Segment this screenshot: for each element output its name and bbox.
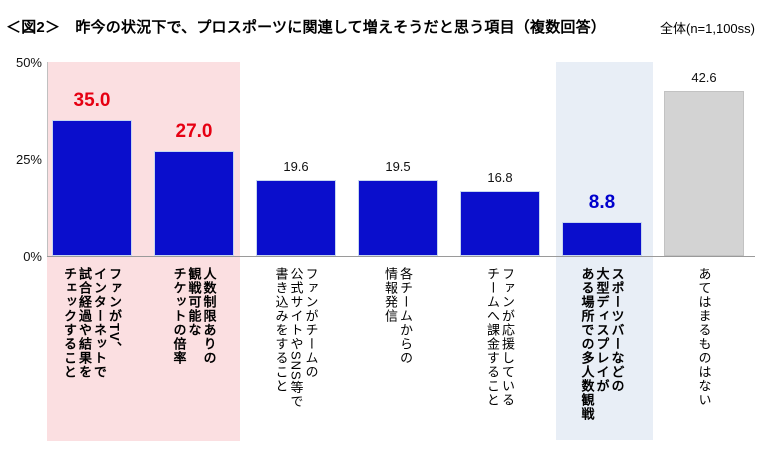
category-label-3: ファンがチームの 公式サイトやSNS等で 書き込みをすること <box>273 267 319 409</box>
category-label-5: ファンが応援している チームへ課金すること <box>485 267 515 407</box>
bar-3 <box>256 180 336 256</box>
bar-value-label-7: 42.6 <box>691 70 717 85</box>
bar-7 <box>664 91 744 256</box>
bar-value-label-6: 8.8 <box>588 192 616 213</box>
sample-size-note: 全体(n=1,100ss) <box>659 21 755 36</box>
bar-value-label-5: 16.8 <box>487 170 513 185</box>
bar-6 <box>562 222 642 256</box>
category-label-7: あてはまるものはない <box>696 267 712 407</box>
chart-title: ＜図2＞ 昨今の状況下で、プロスポーツに関連して増えそうだと思う項目（複数回答） <box>6 19 606 36</box>
category-label-4: 各チームからの 情報発信 <box>383 267 413 365</box>
bar-value-label-3: 19.6 <box>283 159 309 174</box>
y-tick-0: 0% <box>23 249 42 264</box>
bar-value-label-4: 19.5 <box>385 159 411 174</box>
bar-4 <box>358 180 438 256</box>
category-label-1: ファンがTV、 インターネットで 試合経過や結果を チェックすること <box>62 267 122 379</box>
y-tick-25: 25% <box>15 152 42 167</box>
y-axis-line <box>47 62 48 256</box>
category-label-6: スポーツバーなどの 大型ディスプレイが ある場所での多人数観戦 <box>579 267 625 421</box>
bar-1 <box>52 120 132 256</box>
bar-value-label-2: 27.0 <box>175 121 213 142</box>
bar-value-label-1: 35.0 <box>73 90 111 111</box>
category-label-2: 人数制限ありの 観戦可能な チケットの倍率 <box>171 267 217 365</box>
bar-2 <box>154 151 234 256</box>
x-axis-baseline <box>47 256 755 257</box>
y-tick-50: 50% <box>15 55 42 70</box>
bar-5 <box>460 191 540 256</box>
